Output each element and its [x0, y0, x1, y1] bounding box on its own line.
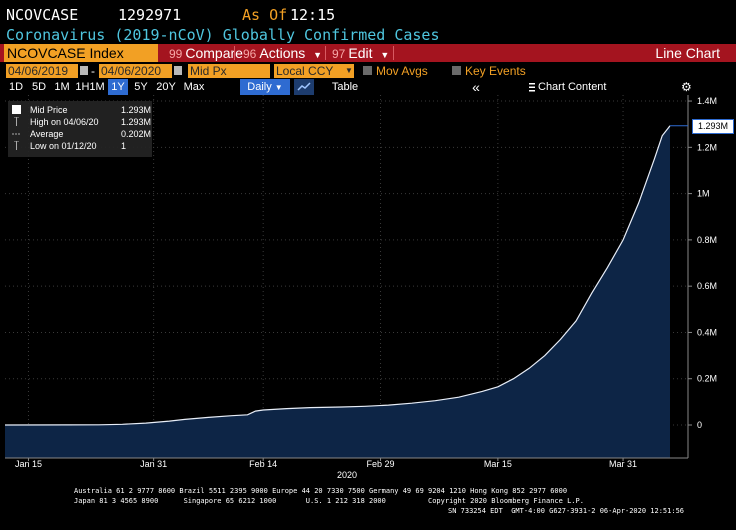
legend-value: 1.293M [121, 105, 152, 115]
actions-menu-label: Actions [259, 45, 306, 61]
start-date-field[interactable]: 04/06/2019 [6, 64, 78, 78]
edit-menu-number: 97 [332, 47, 346, 61]
date-range-dash: - [91, 64, 95, 78]
compare-menu-number: 99 [169, 47, 183, 61]
function-bar: NCOVCASE Index 99 Compare 96 Actions ▼ 97 E… [0, 44, 736, 62]
chart-options-row: 04/06/2019 - 04/06/2020 Mid Px Local CCY… [0, 63, 736, 79]
security-subtitle-row: Coronavirus (2019-nCoV) Globally Confirm… [0, 25, 736, 44]
table-button[interactable]: Table [331, 81, 359, 93]
currency-select[interactable]: Local CCY [274, 64, 344, 78]
series-area-fill [5, 125, 670, 459]
period-button-1d[interactable]: 1D [8, 81, 24, 93]
legend-value: 0.202M [121, 129, 152, 139]
period-button-max[interactable]: Max [183, 81, 205, 93]
security-description: Coronavirus (2019-nCoV) Globally Confirm… [6, 26, 440, 44]
series-swatch [12, 105, 21, 114]
legend-box[interactable]: Mid Price 1.293M High on 04/06/20 1.293M Ave… [8, 101, 152, 157]
legend-row: Mid Price 1.293M [12, 105, 152, 115]
marker-icon [12, 116, 21, 126]
x-axis-year-label: 2020 [337, 470, 357, 480]
edit-menu-label: Edit [348, 45, 373, 61]
legend-label: Average [30, 129, 64, 139]
ticker-code: NCOVCASE [6, 6, 79, 24]
y-tick-label: 1M [697, 189, 710, 199]
collapse-icon[interactable]: « [472, 79, 480, 95]
y-tick-label: 1.4M [697, 96, 717, 106]
legend-row: Average 0.202M [12, 129, 152, 139]
period-button-1h1m[interactable]: 1H1M [75, 81, 105, 93]
line-chart-icon[interactable] [294, 79, 314, 95]
y-tick-label: 0.4M [697, 327, 717, 337]
compare-menu-label: Compare [185, 45, 243, 61]
mov-avgs-label: Mov Avgs [376, 64, 428, 78]
chart-panel: 1.4M 1.2M 1M 0.8M 0.6M 0.4M 0.2M 0 Jan 15 Jan 31… [0, 95, 736, 480]
compare-menu[interactable]: 99 Compare [169, 44, 243, 62]
y-tick-label: 1.2M [697, 142, 717, 152]
legend-row: High on 04/06/20 1.293M [12, 116, 152, 127]
x-tick-label: Mar 31 [609, 459, 637, 469]
security-header: NCOVCASE 1292971 As Of 12:15 [0, 4, 736, 24]
legend-label: Mid Price [30, 105, 68, 115]
menu-divider [393, 46, 394, 60]
edit-menu[interactable]: 97 Edit ▼ [332, 44, 389, 62]
calendar-icon[interactable] [80, 66, 88, 75]
last-value-badge: 1.293M [692, 119, 734, 134]
key-events-label: Key Events [465, 64, 526, 78]
chart-type-label[interactable]: Line Chart [655, 45, 720, 61]
mov-avgs-checkbox[interactable] [363, 66, 372, 75]
chevron-down-icon[interactable]: ▼ [344, 64, 354, 78]
legend-label: Low on 01/12/20 [30, 141, 97, 151]
chevron-down-icon: ▼ [274, 83, 283, 92]
chevron-down-icon: ▼ [380, 50, 390, 60]
period-button-5d[interactable]: 5D [31, 81, 47, 93]
legend-row: Low on 01/12/20 1 [12, 140, 148, 151]
x-tick-label: Feb 29 [367, 459, 395, 469]
frequency-label: Daily [247, 81, 272, 93]
actions-menu-number: 96 [243, 47, 257, 61]
area-chart[interactable]: 1.4M 1.2M 1M 0.8M 0.6M 0.4M 0.2M 0 Jan 15 Jan 31… [0, 95, 736, 480]
period-button-1y[interactable]: 1Y [108, 79, 128, 95]
menu-divider [234, 46, 235, 60]
legend-label: High on 04/06/20 [30, 117, 99, 127]
calendar-icon[interactable] [174, 66, 182, 75]
legend-value: 1.293M [121, 117, 152, 127]
footer-contacts-line1: Australia 61 2 9777 8600 Brazil 5511 239… [74, 487, 568, 495]
chart-content-button[interactable]: Chart Content [538, 81, 607, 93]
gear-icon[interactable]: ⚙ [681, 80, 692, 94]
menu-divider [325, 46, 326, 60]
period-button-5y[interactable]: 5Y [134, 81, 148, 93]
x-tick-label: Mar 15 [484, 459, 512, 469]
footer-contacts-line2: Japan 81 3 4565 8900 Singapore 65 6212 1… [74, 497, 584, 505]
price-field-select[interactable]: Mid Px [188, 64, 270, 78]
x-tick-label: Feb 14 [249, 459, 277, 469]
last-value: 1292971 [118, 6, 182, 24]
end-date-field[interactable]: 04/06/2020 [99, 64, 172, 78]
actions-menu[interactable]: 96 Actions ▼ [243, 44, 322, 62]
marker-icon [12, 140, 21, 150]
average-line-icon [12, 129, 21, 138]
legend-value: 1 [121, 141, 127, 151]
x-tick-label: Jan 31 [140, 459, 167, 469]
y-tick-label: 0.8M [697, 235, 717, 245]
frequency-select[interactable]: Daily ▼ [240, 79, 290, 95]
asof-label: As Of [242, 6, 288, 24]
period-button-20y[interactable]: 20Y [156, 81, 176, 93]
footer-session-line: SN 733254 EDT GMT-4:00 G627-3931-2 06-Ap… [448, 507, 685, 515]
y-tick-label: 0.2M [697, 374, 717, 384]
asof-time: 12:15 [290, 6, 336, 24]
x-tick-label: Jan 15 [15, 459, 42, 469]
period-toolbar: 1D 5D 1M 1H1M 1Y 5Y 20Y Max Daily ▼ Table « Cha… [0, 79, 736, 95]
bars-icon [528, 79, 536, 95]
y-tick-label: 0 [697, 420, 702, 430]
key-events-checkbox[interactable] [452, 66, 461, 75]
security-field[interactable]: NCOVCASE Index [4, 44, 158, 62]
chevron-down-icon: ▼ [313, 50, 323, 60]
series-line-mid-price [4, 125, 671, 426]
period-button-1m[interactable]: 1M [54, 81, 70, 93]
y-tick-label: 0.6M [697, 281, 717, 291]
